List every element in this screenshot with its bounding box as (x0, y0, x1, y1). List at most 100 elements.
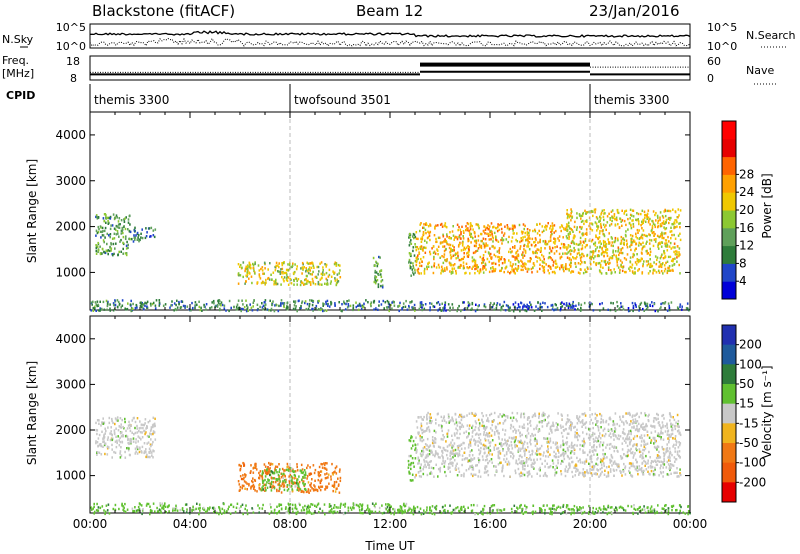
power-cell (532, 266, 534, 270)
power-cell (281, 262, 283, 265)
power-cell (466, 252, 468, 255)
vel-cell (583, 440, 585, 443)
power-cell (285, 268, 288, 272)
vel-cell (286, 465, 288, 469)
power-cell (378, 304, 380, 307)
power-cell (493, 308, 496, 311)
velocity-scatter (90, 411, 691, 516)
power-cell (402, 302, 405, 305)
vel-cell (567, 432, 570, 435)
vel-cell (286, 462, 289, 466)
power-cell (372, 256, 375, 260)
power-cell (381, 284, 384, 287)
power-cell (220, 304, 222, 307)
power-cell (276, 282, 279, 286)
vel-cell (468, 412, 471, 415)
vel-cell (662, 448, 665, 451)
vel-cell (298, 487, 301, 490)
power-cell (583, 222, 585, 226)
power-cell (99, 309, 101, 312)
power-cell (468, 250, 470, 253)
vel-cell (98, 422, 100, 425)
vel-cell (410, 467, 412, 471)
vel-cell (316, 489, 319, 493)
power-cell (145, 227, 147, 230)
vel-cell (538, 414, 540, 418)
power-cell (415, 237, 418, 240)
vel-cell (119, 417, 122, 420)
power-cell (107, 252, 109, 256)
power-cell (325, 265, 327, 268)
power-cell (599, 265, 602, 269)
vel-cell (503, 474, 505, 478)
vel-cell (534, 414, 537, 418)
power-cell (268, 278, 271, 281)
power-cell (553, 270, 556, 274)
power-cell (581, 261, 583, 264)
vel-cell (291, 478, 293, 481)
power-cell (567, 306, 570, 310)
power-cell (126, 240, 128, 244)
vel-cell (146, 453, 148, 457)
vel-cell (269, 485, 272, 488)
vel-cell (610, 436, 612, 439)
power-cell (492, 270, 495, 273)
power-cell (324, 263, 326, 266)
vel-cell (437, 445, 440, 448)
power-cell (127, 243, 129, 247)
power-cell (334, 277, 336, 280)
power-cell (620, 302, 622, 305)
vel-cell (151, 454, 153, 457)
power-cell (560, 306, 562, 309)
power-cell (582, 240, 585, 243)
vel-cell (652, 460, 655, 463)
power-cell (249, 272, 251, 275)
power-cell (582, 219, 584, 223)
power-cell (632, 306, 635, 310)
power-cell (579, 253, 581, 257)
vel-cell (412, 461, 415, 465)
power-cell (286, 273, 288, 276)
power-cell (444, 301, 447, 304)
vel-cell (264, 465, 267, 468)
power-cell (420, 301, 423, 304)
vel-cell (294, 482, 297, 485)
vel-cell (668, 438, 670, 441)
power-cell (483, 266, 486, 270)
power-cell (527, 308, 529, 311)
vel-cell (290, 485, 293, 488)
power-cell (322, 269, 324, 272)
power-cell (648, 219, 650, 222)
power-cell (327, 302, 329, 306)
vel-cell (283, 483, 285, 487)
power-cell (121, 299, 124, 302)
vel-cell (456, 452, 459, 455)
vel-cell (554, 429, 557, 432)
vel-cell (529, 435, 532, 438)
vel-cell (305, 490, 308, 494)
power-cell (561, 305, 564, 308)
power-cell (99, 252, 102, 256)
vel-cell (658, 456, 660, 459)
power-cell (598, 232, 601, 235)
power-cell (516, 258, 519, 261)
vel-cell (565, 441, 567, 445)
vel-cell (118, 444, 121, 447)
power-cell (411, 235, 414, 238)
vel-cell (320, 485, 322, 488)
vel-cell (451, 434, 453, 437)
power-cell (585, 270, 588, 273)
vel-cell (270, 476, 273, 479)
power-cell (443, 249, 446, 253)
power-cell (625, 213, 628, 216)
power-cell (630, 243, 632, 247)
power-cell (271, 303, 273, 307)
vel-cell (456, 436, 458, 440)
power-cell (549, 227, 551, 230)
power-cell (647, 262, 650, 266)
power-cell (578, 251, 580, 254)
power-cell (474, 235, 476, 238)
power-cell (421, 248, 424, 251)
power-cell (413, 236, 415, 240)
power-cell (317, 280, 320, 284)
